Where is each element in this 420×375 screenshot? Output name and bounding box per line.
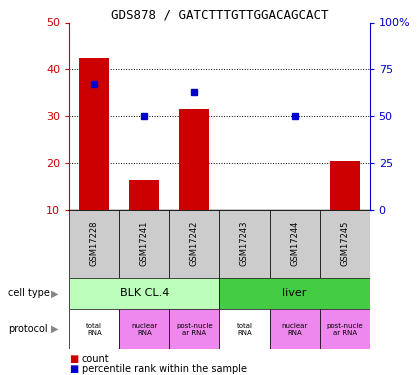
Bar: [119, 309, 169, 349]
Text: nuclear
RNA: nuclear RNA: [131, 322, 158, 336]
Text: cell type: cell type: [8, 288, 50, 298]
Bar: [69, 278, 219, 309]
Bar: [169, 309, 220, 349]
Text: percentile rank within the sample: percentile rank within the sample: [82, 364, 247, 374]
Text: nuclear
RNA: nuclear RNA: [281, 322, 307, 336]
Bar: [270, 309, 320, 349]
Text: GSM17228: GSM17228: [90, 221, 99, 267]
Text: protocol: protocol: [8, 324, 48, 334]
Bar: [129, 180, 160, 210]
Text: GSM17244: GSM17244: [290, 221, 299, 266]
Bar: [220, 309, 270, 349]
Text: GSM17242: GSM17242: [190, 221, 199, 266]
Bar: [270, 210, 320, 278]
Text: post-nucle
ar RNA: post-nucle ar RNA: [176, 322, 213, 336]
Title: GDS878 / GATCTTTGTTGGACAGCACT: GDS878 / GATCTTTGTTGGACAGCACT: [111, 8, 328, 21]
Bar: [320, 210, 370, 278]
Text: ▶: ▶: [51, 288, 58, 298]
Text: ■: ■: [69, 354, 79, 364]
Bar: [69, 210, 119, 278]
Bar: [179, 109, 210, 210]
Bar: [220, 278, 370, 309]
Text: post-nucle
ar RNA: post-nucle ar RNA: [326, 322, 363, 336]
Text: GSM17245: GSM17245: [340, 221, 349, 266]
Text: ■: ■: [69, 364, 79, 374]
Text: total
RNA: total RNA: [236, 322, 252, 336]
Bar: [169, 210, 220, 278]
Text: GSM17241: GSM17241: [140, 221, 149, 266]
Bar: [320, 309, 370, 349]
Text: total
RNA: total RNA: [87, 322, 102, 336]
Bar: [119, 210, 169, 278]
Text: liver: liver: [282, 288, 307, 298]
Bar: [220, 210, 270, 278]
Text: GSM17243: GSM17243: [240, 221, 249, 267]
Text: ▶: ▶: [51, 324, 58, 334]
Text: count: count: [82, 354, 110, 364]
Bar: [69, 309, 119, 349]
Text: BLK CL.4: BLK CL.4: [120, 288, 169, 298]
Bar: [79, 58, 109, 210]
Bar: [330, 161, 360, 210]
